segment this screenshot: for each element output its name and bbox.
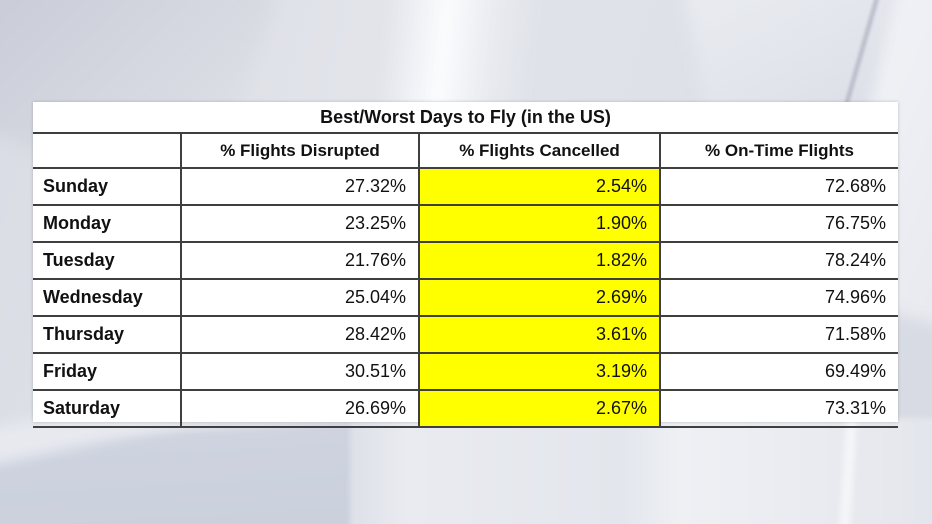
ontime-cell: 78.24% xyxy=(658,242,899,280)
cancelled-cell-highlighted: 3.19% xyxy=(418,353,660,391)
table-row-tuesday: Tuesday 21.76% 1.82% 78.24% xyxy=(33,242,899,280)
flight-stats-table: Best/Worst Days to Fly (in the US) % Fli… xyxy=(33,102,899,428)
flight-stats-table-card: Best/Worst Days to Fly (in the US) % Fli… xyxy=(33,102,899,428)
ontime-cell: 72.68% xyxy=(658,168,899,206)
table-row-friday: Friday 30.51% 3.19% 69.49% xyxy=(33,353,899,391)
day-cell: Wednesday xyxy=(33,279,181,317)
disrupted-cell: 27.32% xyxy=(180,168,419,206)
ontime-cell: 71.58% xyxy=(658,316,899,354)
ontime-cell: 73.31% xyxy=(658,390,899,428)
column-header-ontime: % On-Time Flights xyxy=(658,133,899,169)
table-row-thursday: Thursday 28.42% 3.61% 71.58% xyxy=(33,316,899,354)
day-cell: Thursday xyxy=(33,316,181,354)
table-row-monday: Monday 23.25% 1.90% 76.75% xyxy=(33,205,899,243)
ontime-cell: 76.75% xyxy=(658,205,899,243)
bg-shape-bottom-panel xyxy=(350,418,932,524)
table-row-saturday: Saturday 26.69% 2.67% 73.31% xyxy=(33,390,899,428)
disrupted-cell: 30.51% xyxy=(180,353,419,391)
disrupted-cell: 21.76% xyxy=(180,242,419,280)
day-cell: Saturday xyxy=(33,390,181,428)
table-row-sunday: Sunday 27.32% 2.54% 72.68% xyxy=(33,168,899,206)
bg-shape-bottom-seam xyxy=(838,415,858,524)
column-header-disrupted: % Flights Disrupted xyxy=(180,133,419,169)
day-cell: Tuesday xyxy=(33,242,181,280)
cancelled-cell-highlighted: 2.54% xyxy=(418,168,660,206)
disrupted-cell: 23.25% xyxy=(180,205,419,243)
column-header-cancelled: % Flights Cancelled xyxy=(418,133,660,169)
cancelled-cell-highlighted: 2.69% xyxy=(418,279,660,317)
day-cell: Monday xyxy=(33,205,181,243)
table-header-row: % Flights Disrupted % Flights Cancelled … xyxy=(33,133,899,169)
cancelled-cell-highlighted: 1.90% xyxy=(418,205,660,243)
cancelled-cell-highlighted: 1.82% xyxy=(418,242,660,280)
ontime-cell: 74.96% xyxy=(658,279,899,317)
cancelled-cell-highlighted: 3.61% xyxy=(418,316,660,354)
day-cell: Sunday xyxy=(33,168,181,206)
table-title: Best/Worst Days to Fly (in the US) xyxy=(33,102,899,134)
bg-shape-bottom-left-panel xyxy=(0,420,410,524)
column-header-day xyxy=(33,133,181,169)
disrupted-cell: 25.04% xyxy=(180,279,419,317)
table-title-row: Best/Worst Days to Fly (in the US) xyxy=(33,102,899,134)
table-row-wednesday: Wednesday 25.04% 2.69% 74.96% xyxy=(33,279,899,317)
day-cell: Friday xyxy=(33,353,181,391)
ontime-cell: 69.49% xyxy=(658,353,899,391)
disrupted-cell: 26.69% xyxy=(180,390,419,428)
disrupted-cell: 28.42% xyxy=(180,316,419,354)
cancelled-cell-highlighted: 2.67% xyxy=(418,390,660,428)
